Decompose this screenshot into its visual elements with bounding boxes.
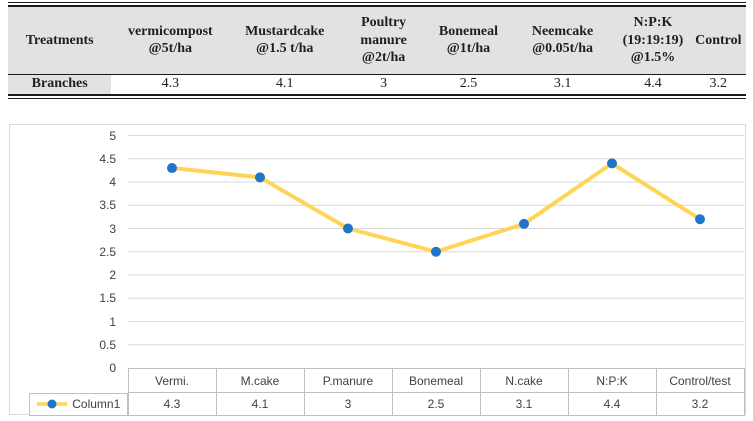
header-cell-bonemeal: Bonemeal @1t/ha bbox=[427, 6, 510, 75]
header-cell-npk: N:P:K (19:19:19) @1.5% bbox=[615, 6, 691, 75]
category-cell-control-test: Control/test bbox=[655, 368, 745, 393]
y-tick-label: 4.5 bbox=[99, 151, 116, 166]
y-tick-label: 5 bbox=[109, 128, 116, 143]
data-point-marker bbox=[695, 214, 705, 225]
chart-data-table: Vermi. M.cake P.manure Bonemeal N.cake N… bbox=[29, 368, 745, 416]
branches-value-mustardcake: 4.1 bbox=[229, 74, 341, 95]
series-value-row: Column1 4.3 4.1 3 2.5 3.1 4.4 3.2 bbox=[29, 392, 745, 416]
header-cell-neemcake: Neemcake @0.05t/ha bbox=[509, 6, 616, 75]
category-cell-npk: N:P:K bbox=[567, 368, 657, 393]
series-value-pmanure: 3 bbox=[303, 392, 393, 416]
category-cell-bonemeal: Bonemeal bbox=[391, 368, 481, 393]
branches-row-label: Branches bbox=[8, 74, 112, 95]
data-point-marker bbox=[607, 158, 617, 169]
data-point-marker bbox=[255, 172, 265, 183]
header-cell-poultry-manure: Poultry manure @2t/ha bbox=[340, 6, 428, 75]
category-cell-ncake: N.cake bbox=[479, 368, 569, 393]
legend-entry-column1: Column1 bbox=[29, 392, 128, 416]
y-tick-label: 1 bbox=[109, 314, 116, 329]
branches-value-neemcake: 3.1 bbox=[509, 74, 616, 95]
data-table-corner bbox=[29, 369, 128, 393]
data-point-marker bbox=[343, 223, 353, 234]
treatments-header-row: Treatments vermicompost @5t/ha Mustardca… bbox=[8, 6, 746, 75]
y-tick-label: 3.5 bbox=[99, 198, 116, 213]
header-cell-control: Control bbox=[690, 6, 746, 75]
series-value-ncake: 3.1 bbox=[479, 392, 569, 416]
data-point-marker bbox=[431, 246, 441, 257]
y-tick-label: 4 bbox=[109, 175, 116, 189]
data-point-marker bbox=[167, 163, 177, 174]
header-cell-mustardcake: Mustardcake @1.5 t/ha bbox=[229, 6, 341, 75]
series-value-npk: 4.4 bbox=[567, 392, 657, 416]
y-tick-label: 2.5 bbox=[99, 244, 116, 259]
series-line-column1 bbox=[170, 161, 702, 254]
y-tick-label: 2 bbox=[109, 268, 116, 282]
branches-value-control: 3.2 bbox=[690, 74, 746, 95]
treatments-table: Treatments vermicompost @5t/ha Mustardca… bbox=[8, 2, 746, 99]
header-cell-vermicompost: vermicompost @5t/ha bbox=[111, 6, 230, 75]
category-cell-mcake: M.cake bbox=[215, 368, 305, 393]
y-tick-label: 3 bbox=[109, 221, 116, 236]
branches-value-poultry-manure: 3 bbox=[340, 74, 428, 95]
series-value-bonemeal: 2.5 bbox=[391, 392, 481, 416]
legend-label: Column1 bbox=[72, 397, 121, 411]
branches-row: Branches 4.3 4.1 3 2.5 3.1 4.4 3.2 bbox=[8, 74, 746, 95]
y-tick-label: 0.5 bbox=[99, 337, 116, 352]
category-cell-pmanure: P.manure bbox=[303, 368, 393, 393]
category-cell-vermi: Vermi. bbox=[127, 368, 217, 393]
branches-value-vermicompost: 4.3 bbox=[111, 74, 230, 95]
category-label-row: Vermi. M.cake P.manure Bonemeal N.cake N… bbox=[29, 368, 745, 393]
data-point-marker bbox=[519, 218, 529, 229]
series-value-vermi: 4.3 bbox=[127, 392, 217, 416]
legend-key-icon bbox=[37, 399, 68, 409]
branches-value-bonemeal: 2.5 bbox=[427, 74, 510, 95]
header-cell-treatments: Treatments bbox=[8, 6, 112, 75]
series-value-mcake: 4.1 bbox=[215, 392, 305, 416]
y-tick-label: 1.5 bbox=[99, 291, 116, 306]
y-tick-label: 0 bbox=[109, 361, 116, 375]
series-value-control-test: 3.2 bbox=[655, 392, 745, 416]
plot-area bbox=[128, 135, 744, 346]
branches-line-chart: 0 0.5 1 1.5 2 2.5 3 3.5 4 4.5 5 Vermi. M.cake P.ma… bbox=[9, 124, 746, 416]
branches-value-npk: 4.4 bbox=[615, 74, 691, 95]
